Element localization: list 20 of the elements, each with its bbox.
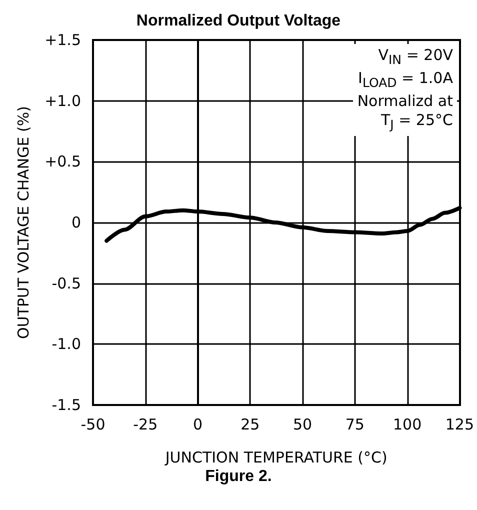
y-tick-label: +1.5 [44,31,81,49]
caption: Figure 2. [204,468,273,486]
x-tick-label: 50 [292,416,312,434]
y-tick-label: -1.0 [52,335,81,354]
y-tick-label: +0.5 [44,152,81,171]
x-tick-label: 125 [445,416,474,434]
x-tick-label: -25 [133,416,158,434]
y-tick-label: +1.0 [44,92,81,110]
y-tick-label: -0.5 [52,274,81,292]
x-tick-label: -50 [80,416,106,434]
x-tick-label: 25 [240,416,260,434]
text: V$_{IN}$ = 20V I$_{LOAD}$ = 1.0A Normalizd at T$_{J}$ = 25°C [357,46,453,132]
x-tick-label: 0 [192,416,203,434]
x-tick-label: 75 [345,416,364,434]
x-axis-title: JUNCTION TEMPERATURE (°C) [164,448,388,466]
y-tick-label: 0 [71,214,81,232]
chart-title: Normalized Output Voltage [136,12,341,30]
y-axis-title: OUTPUT VOLTAGE CHANGE (%) [14,106,32,339]
x-tick-label: 100 [392,416,422,434]
y-tick-label: -1.5 [52,396,81,414]
